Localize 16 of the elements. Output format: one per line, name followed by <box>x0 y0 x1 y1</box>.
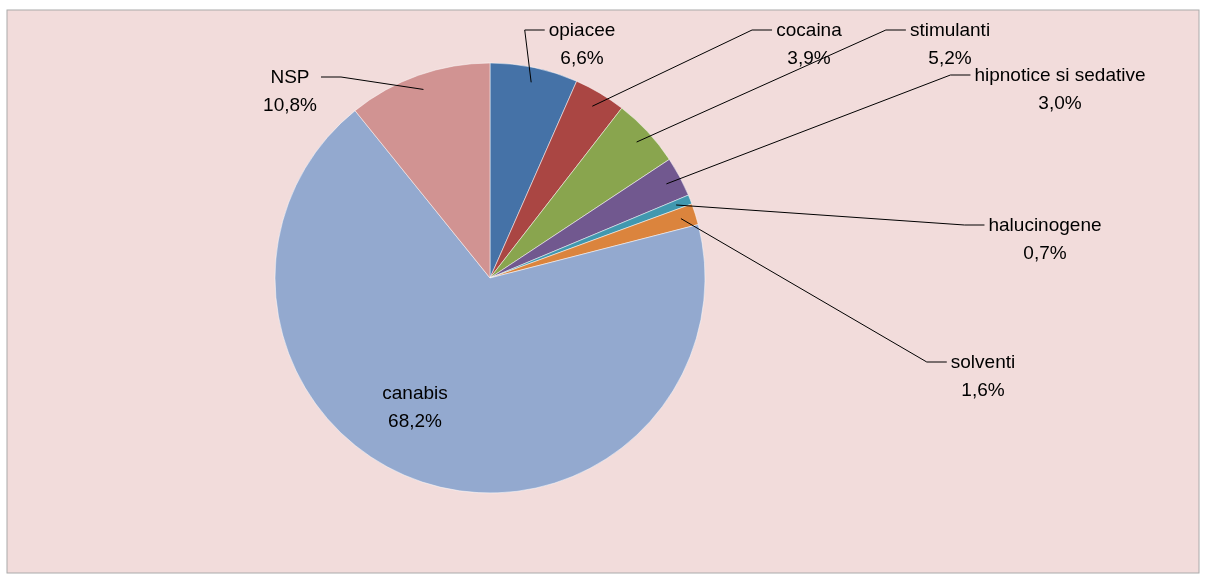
slice-label: halucinogene <box>988 214 1102 235</box>
slice-label: cocaina <box>776 19 843 40</box>
data-label: 3,9% <box>787 47 831 68</box>
slice-label: solventi <box>950 351 1016 372</box>
slice-label: hipnotice si sedative <box>974 64 1146 85</box>
data-label: 6,6% <box>560 47 604 68</box>
data-label: 10,8% <box>263 94 318 115</box>
slice-label: canabis <box>382 382 448 403</box>
slice-label: stimulanti <box>909 19 991 40</box>
data-label: 5,2% <box>928 47 972 68</box>
data-label: 3,0% <box>1038 92 1082 113</box>
slice-label: opiacee <box>548 19 616 40</box>
data-label: 68,2% <box>388 410 443 431</box>
data-label: 1,6% <box>961 379 1005 400</box>
slice-label: NSP <box>270 66 310 87</box>
data-label: 0,7% <box>1023 242 1067 263</box>
